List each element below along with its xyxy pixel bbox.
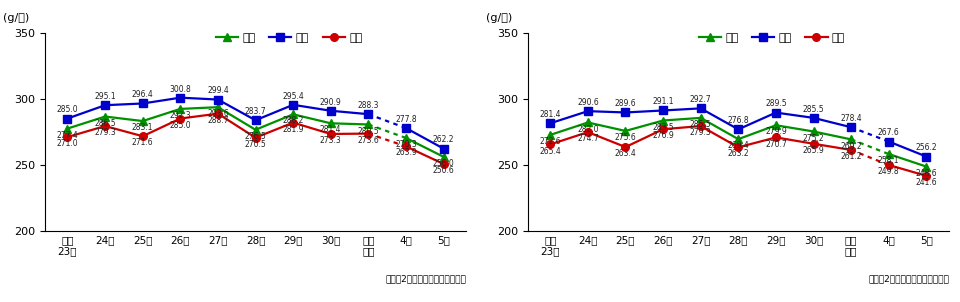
Text: 291.1: 291.1 xyxy=(653,97,674,106)
Text: 292.7: 292.7 xyxy=(690,95,711,104)
Text: 271.0: 271.0 xyxy=(57,139,79,148)
Text: 293.6: 293.6 xyxy=(207,109,228,118)
Text: 283.1: 283.1 xyxy=(132,123,154,132)
Text: 280.5: 280.5 xyxy=(357,127,379,136)
Text: 290.9: 290.9 xyxy=(320,98,342,107)
Text: 285.0: 285.0 xyxy=(57,105,79,114)
Text: 295.1: 295.1 xyxy=(94,92,116,101)
Text: 288.2: 288.2 xyxy=(282,117,303,125)
Text: 276.5: 276.5 xyxy=(245,132,266,141)
Text: 276.9: 276.9 xyxy=(652,131,674,140)
Text: 272.6: 272.6 xyxy=(540,137,561,146)
Text: （令和2年及び３年は調査中止）: （令和2年及び３年は調査中止） xyxy=(868,274,948,283)
Text: 292.3: 292.3 xyxy=(170,111,191,120)
Text: 271.6: 271.6 xyxy=(132,138,154,147)
Text: 296.4: 296.4 xyxy=(132,90,154,99)
Text: 256.2: 256.2 xyxy=(916,143,937,153)
Text: 285.5: 285.5 xyxy=(690,120,711,129)
Text: 273.3: 273.3 xyxy=(320,136,342,145)
Text: 283.5: 283.5 xyxy=(652,123,674,132)
Text: 262.2: 262.2 xyxy=(433,136,454,144)
Text: 250.6: 250.6 xyxy=(433,166,454,175)
Text: 290.6: 290.6 xyxy=(577,98,599,107)
Text: 269.2: 269.2 xyxy=(840,142,862,150)
Text: 299.4: 299.4 xyxy=(207,86,228,95)
Text: 249.8: 249.8 xyxy=(877,167,900,176)
Text: 248.6: 248.6 xyxy=(916,169,937,178)
Text: 270.7: 270.7 xyxy=(765,140,787,149)
Text: 256.0: 256.0 xyxy=(433,159,454,168)
Text: 277.8: 277.8 xyxy=(396,115,417,124)
Text: (g/日): (g/日) xyxy=(3,13,29,23)
Text: 263.2: 263.2 xyxy=(728,149,749,159)
Text: 270.5: 270.5 xyxy=(245,140,266,149)
Text: 285.5: 285.5 xyxy=(803,105,825,114)
Text: 274.7: 274.7 xyxy=(577,134,599,143)
Text: 241.6: 241.6 xyxy=(916,178,937,187)
Text: 289.5: 289.5 xyxy=(765,99,786,108)
Text: 286.5: 286.5 xyxy=(94,119,116,128)
Text: 300.8: 300.8 xyxy=(169,85,191,94)
Text: 288.3: 288.3 xyxy=(357,101,379,110)
Text: 261.2: 261.2 xyxy=(840,152,862,161)
Text: 289.6: 289.6 xyxy=(614,99,636,108)
Text: 275.2: 275.2 xyxy=(803,133,825,143)
Text: 258.1: 258.1 xyxy=(878,156,900,165)
Text: 277.4: 277.4 xyxy=(57,131,79,140)
Text: （令和2年及び３年は調査中止）: （令和2年及び３年は調査中止） xyxy=(385,274,467,283)
Text: 281.4: 281.4 xyxy=(320,125,342,134)
Text: 283.7: 283.7 xyxy=(245,107,266,116)
Text: 263.4: 263.4 xyxy=(614,149,636,158)
Text: 265.9: 265.9 xyxy=(803,146,825,155)
Text: 263.9: 263.9 xyxy=(396,149,417,158)
Text: 295.4: 295.4 xyxy=(282,92,304,101)
Text: 269.4: 269.4 xyxy=(728,141,749,150)
Text: 281.9: 281.9 xyxy=(282,125,304,134)
Text: 285.0: 285.0 xyxy=(170,120,191,130)
Text: 265.4: 265.4 xyxy=(540,146,562,156)
Text: 281.4: 281.4 xyxy=(540,110,561,119)
Text: 288.7: 288.7 xyxy=(207,116,228,125)
Text: 278.4: 278.4 xyxy=(840,114,862,123)
Text: 279.3: 279.3 xyxy=(690,128,711,137)
Text: 273.6: 273.6 xyxy=(357,136,379,145)
Legend: 総数, 男性, 女性: 総数, 男性, 女性 xyxy=(211,28,367,47)
Text: 279.3: 279.3 xyxy=(94,128,116,137)
Legend: 総数, 男性, 女性: 総数, 男性, 女性 xyxy=(694,28,850,47)
Text: 276.8: 276.8 xyxy=(728,116,749,125)
Text: 282.0: 282.0 xyxy=(577,125,599,133)
Text: 270.3: 270.3 xyxy=(396,140,417,149)
Text: (g/日): (g/日) xyxy=(486,13,512,23)
Text: 267.6: 267.6 xyxy=(877,128,900,137)
Text: 275.6: 275.6 xyxy=(614,133,636,142)
Text: 279.9: 279.9 xyxy=(765,127,787,137)
